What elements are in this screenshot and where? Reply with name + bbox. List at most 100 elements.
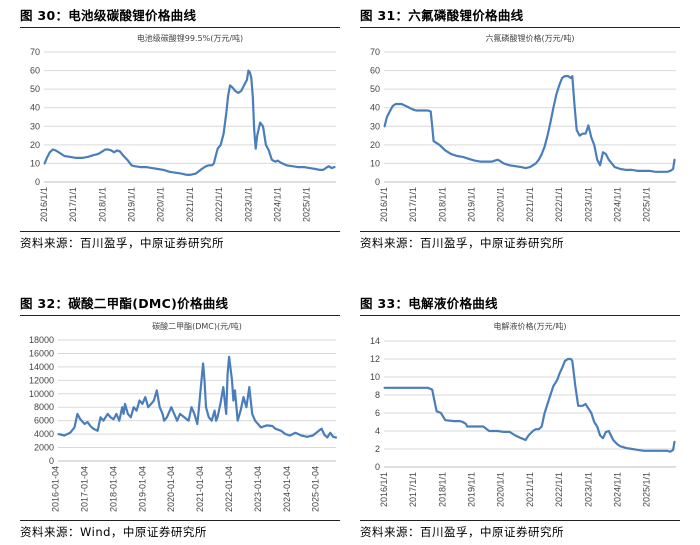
x-tick-label: 2024/1/1 bbox=[273, 187, 283, 222]
x-tick-label: 2024/1/1 bbox=[613, 472, 623, 507]
x-tick-label: 2022/1/1 bbox=[214, 187, 224, 222]
x-tick-label: 2018/1/1 bbox=[437, 472, 447, 507]
y-tick-label: 2 bbox=[375, 444, 380, 454]
source-rule bbox=[360, 520, 680, 521]
title-rule bbox=[360, 27, 680, 28]
y-tick-label: 30 bbox=[30, 121, 40, 131]
line-chart-lithium-carbonate: 电池级碳酸锂99.5%(万元/吨) 0 10 20 30 40 50 60 70 2016/1/1… bbox=[30, 33, 336, 222]
x-tick-label: 2016-01-04 bbox=[51, 466, 61, 512]
chart-title: 碳酸二甲酯(DMC)(元/吨) bbox=[152, 321, 242, 331]
x-tick-label: 2025/1/1 bbox=[302, 187, 312, 222]
chart-panel-electrolyte: 图 33：电解液价格曲线 电解液价格(万元/吨) 0 2 4 6 8 10 12 14 2016/… bbox=[360, 293, 680, 545]
x-tick-label: 2017/1/1 bbox=[408, 472, 418, 507]
x-tick-label: 2016/1/1 bbox=[39, 187, 49, 222]
y-tick-label: 6 bbox=[375, 408, 380, 418]
y-tick-label: 0 bbox=[375, 177, 380, 187]
line-chart-dmc: 碳酸二甲酯(DMC)(元/吨) 0 2000 4000 6000 8000 10000 120… bbox=[29, 321, 338, 512]
chart-panel-lipf6: 图 31：六氟磷酸锂价格曲线 六氟磷酸锂价格(万元/吨) 0 10 20 30 40 50 6… bbox=[360, 5, 680, 260]
x-tick-label: 2022/1/1 bbox=[554, 187, 564, 222]
y-tick-label: 14000 bbox=[29, 362, 54, 372]
price-series-line bbox=[57, 355, 338, 439]
y-tick-label: 20 bbox=[370, 140, 380, 150]
x-tick-label: 2021-01-04 bbox=[195, 466, 205, 512]
chart-panel-lithium-carbonate: 图 30：电池级碳酸锂价格曲线 电池级碳酸锂99.5%(万元/吨) 0 10 20 30… bbox=[20, 5, 340, 260]
y-tick-label: 4 bbox=[375, 426, 380, 436]
x-tick-label: 2024/1/1 bbox=[613, 187, 623, 222]
x-tick-label: 2016/1/1 bbox=[379, 187, 389, 222]
y-tick-label: 18000 bbox=[29, 335, 54, 345]
x-tick-label: 2018/1/1 bbox=[437, 187, 447, 222]
source-rule bbox=[20, 231, 340, 232]
title-rule bbox=[20, 27, 340, 28]
x-tick-label: 2025/1/1 bbox=[642, 472, 652, 507]
x-tick-label: 2016/1/1 bbox=[379, 472, 389, 507]
chart-title: 六氟磷酸锂价格(万元/吨) bbox=[486, 33, 575, 43]
title-rule bbox=[360, 315, 680, 316]
source-rule bbox=[20, 520, 340, 521]
y-tick-label: 10 bbox=[370, 372, 380, 382]
title-rule bbox=[20, 315, 340, 316]
chart-title: 电解液价格(万元/吨) bbox=[494, 321, 567, 331]
y-tick-label: 4000 bbox=[34, 429, 54, 439]
y-tick-label: 12 bbox=[370, 354, 380, 364]
y-tick-label: 10 bbox=[30, 158, 40, 168]
x-tick-label: 2019/1/1 bbox=[127, 187, 137, 222]
x-tick-label: 2019/1/1 bbox=[467, 472, 477, 507]
y-tick-label: 0 bbox=[375, 462, 380, 472]
y-tick-label: 50 bbox=[370, 84, 380, 94]
figure-title: 图 32：碳酸二甲酯(DMC)价格曲线 bbox=[20, 296, 229, 311]
chart-panel-dmc: 图 32：碳酸二甲酯(DMC)价格曲线 碳酸二甲酯(DMC)(元/吨) 0 2000… bbox=[20, 293, 340, 545]
x-tick-label: 2021/1/1 bbox=[525, 187, 535, 222]
figure-title: 图 30：电池级碳酸锂价格曲线 bbox=[20, 8, 197, 23]
y-tick-label: 20 bbox=[30, 140, 40, 150]
x-tick-label: 2017/1/1 bbox=[68, 187, 78, 222]
y-tick-label: 0 bbox=[49, 456, 54, 466]
x-tick-label: 2023/1/1 bbox=[583, 472, 593, 507]
x-tick-label: 2017/1/1 bbox=[408, 187, 418, 222]
y-tick-label: 16000 bbox=[29, 348, 54, 358]
x-tick-label: 2020-01-04 bbox=[166, 466, 176, 512]
y-tick-label: 40 bbox=[30, 103, 40, 113]
y-tick-label: 14 bbox=[370, 336, 380, 346]
line-chart-electrolyte: 电解液价格(万元/吨) 0 2 4 6 8 10 12 14 2016/1/1 2017/1/1 20… bbox=[370, 321, 676, 507]
y-tick-label: 2000 bbox=[34, 443, 54, 453]
x-tick-label: 2020/1/1 bbox=[496, 187, 506, 222]
y-tick-label: 6000 bbox=[34, 416, 54, 426]
x-tick-label: 2020/1/1 bbox=[156, 187, 166, 222]
x-tick-label: 2020/1/1 bbox=[496, 472, 506, 507]
x-tick-label: 2022-01-04 bbox=[224, 466, 234, 512]
source-note: 资料来源：百川盈孚，中原证券研究所 bbox=[20, 236, 224, 250]
x-tick-label: 2025/1/1 bbox=[642, 187, 652, 222]
x-tick-label: 2018-01-04 bbox=[108, 466, 118, 512]
price-series-line bbox=[383, 74, 676, 173]
x-tick-label: 2025-01-04 bbox=[311, 466, 321, 512]
y-tick-label: 70 bbox=[30, 47, 40, 57]
line-chart-lipf6: 六氟磷酸锂价格(万元/吨) 0 10 20 30 40 50 60 70 2016/1/1 2017… bbox=[370, 33, 676, 222]
y-tick-label: 50 bbox=[30, 84, 40, 94]
y-tick-label: 0 bbox=[35, 177, 40, 187]
y-tick-label: 60 bbox=[30, 66, 40, 76]
price-series-line bbox=[383, 357, 676, 453]
source-note: 资料来源：Wind，中原证券研究所 bbox=[20, 525, 207, 539]
y-tick-label: 40 bbox=[370, 103, 380, 113]
source-note: 资料来源：百川盈孚，中原证券研究所 bbox=[360, 525, 564, 539]
chart-title: 电池级碳酸锂99.5%(万元/吨) bbox=[137, 33, 243, 43]
y-tick-label: 70 bbox=[370, 47, 380, 57]
x-tick-label: 2018/1/1 bbox=[97, 187, 107, 222]
x-tick-label: 2023/1/1 bbox=[583, 187, 593, 222]
source-note: 资料来源：百川盈孚，中原证券研究所 bbox=[360, 236, 564, 250]
x-tick-label: 2021/1/1 bbox=[525, 472, 535, 507]
y-tick-label: 10000 bbox=[29, 389, 54, 399]
y-tick-label: 60 bbox=[370, 66, 380, 76]
x-tick-label: 2022/1/1 bbox=[554, 472, 564, 507]
price-series-line bbox=[43, 69, 336, 176]
x-tick-label: 2024-01-04 bbox=[282, 466, 292, 512]
x-tick-label: 2019-01-04 bbox=[137, 466, 147, 512]
y-tick-label: 8000 bbox=[34, 402, 54, 412]
x-tick-label: 2023/1/1 bbox=[243, 187, 253, 222]
x-tick-label: 2023-01-04 bbox=[253, 466, 263, 512]
y-tick-label: 10 bbox=[370, 158, 380, 168]
x-tick-label: 2017-01-04 bbox=[79, 466, 89, 512]
x-tick-label: 2021/1/1 bbox=[185, 187, 195, 222]
figure-title: 图 33：电解液价格曲线 bbox=[360, 296, 498, 311]
